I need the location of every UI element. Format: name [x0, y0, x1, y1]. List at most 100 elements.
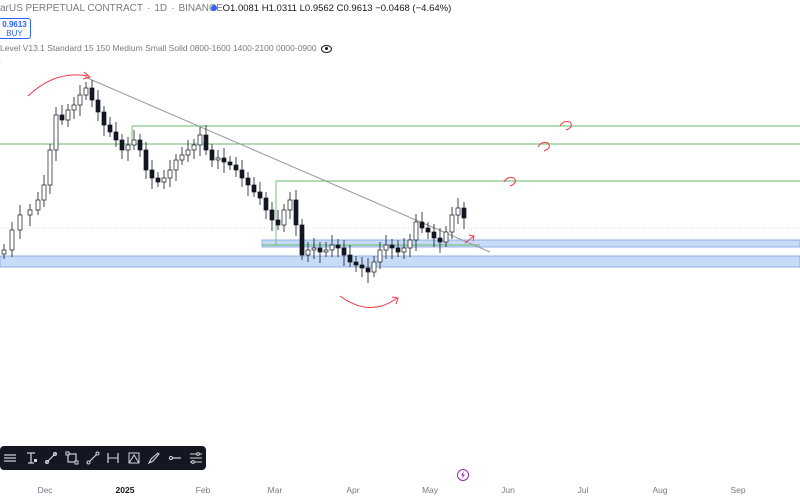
ohlc-values: O1.0081 H1.0311 L0.9562 C0.9613 −0.0468 …: [211, 3, 451, 14]
lightning-icon[interactable]: [457, 469, 469, 481]
candle-body: [257, 191, 263, 199]
collapse-arrow-icon[interactable]: ›: [0, 57, 1, 66]
candle-body: [27, 209, 33, 216]
pen-icon[interactable]: [144, 446, 165, 470]
candle-body: [359, 264, 365, 269]
candle-body: [9, 229, 15, 251]
settings-lines-icon[interactable]: [185, 446, 206, 470]
candle-body: [365, 267, 371, 273]
change-value: −0.0468 (−4.64%): [375, 3, 452, 14]
candle-body: [263, 197, 269, 211]
timeframe[interactable]: 1D: [154, 3, 168, 14]
candle-body: [437, 237, 443, 243]
annotation-arrowhead-mid: [468, 234, 475, 242]
candle-body: [239, 169, 245, 179]
indicator-label: Level V13.1 Standard 15 150 Medium Small…: [0, 43, 317, 53]
candle-body: [209, 149, 215, 161]
annotation-arrow-mid: [464, 235, 475, 244]
text-cursor-icon[interactable]: [21, 446, 42, 470]
candle-body: [449, 214, 455, 233]
low-label: L: [299, 3, 305, 14]
candle-body: [311, 247, 317, 251]
candle-body: [275, 219, 281, 226]
x-label-apr: Apr: [346, 485, 360, 495]
candle-body: [389, 244, 395, 249]
candle-body: [131, 139, 137, 146]
candle-body: [53, 114, 59, 151]
annotation-curl-3: [503, 177, 516, 187]
annotation-arrowhead-bottom: [391, 296, 399, 305]
close-label: C: [336, 3, 344, 14]
demand-zone-lower: [0, 255, 800, 268]
candle-body: [179, 154, 185, 161]
candle-body: [227, 161, 233, 166]
horizontal-lines-icon[interactable]: [0, 446, 21, 470]
candle-body: [113, 131, 119, 141]
candle-body: [401, 247, 407, 253]
open-label: O: [222, 3, 231, 14]
long-position-icon[interactable]: [165, 446, 186, 470]
candle-body: [461, 207, 467, 219]
exchange: BINANCE: [178, 3, 223, 14]
candle-body: [407, 239, 413, 249]
candle-body: [191, 144, 197, 151]
candle-body: [431, 231, 437, 239]
buy-button[interactable]: 0.9613 BUY: [0, 18, 31, 39]
brush-icon[interactable]: [41, 446, 62, 470]
price-chart[interactable]: [0, 0, 800, 485]
annotation-curl-2: [537, 142, 550, 152]
trend-line-icon[interactable]: [82, 446, 103, 470]
candle-body: [149, 169, 155, 179]
buy-price: 0.9613: [2, 20, 27, 29]
candle-body: [281, 209, 287, 226]
candle-body: [185, 149, 191, 156]
candle-body: [323, 249, 329, 253]
candle-body: [83, 87, 89, 96]
rectangle-icon[interactable]: [62, 446, 83, 470]
triangle-pattern-icon[interactable]: [124, 446, 145, 470]
candle-body: [167, 169, 173, 179]
candle-body: [293, 199, 299, 226]
candle-body: [17, 214, 23, 231]
x-label-sep: Sep: [730, 485, 746, 495]
candle-body: [137, 139, 143, 151]
candle-body: [143, 149, 149, 171]
candle-body: [35, 199, 41, 211]
candle-body: [383, 244, 389, 251]
annotation-arc-top: [27, 74, 89, 97]
candle-body: [347, 254, 353, 263]
open-value: 1.0081: [230, 3, 260, 14]
annotation-arrowhead-top: [82, 71, 92, 80]
candle-body: [353, 261, 359, 266]
drawing-toolbar: [0, 446, 206, 470]
date-range-icon[interactable]: [103, 446, 124, 470]
candle-body: [317, 247, 323, 253]
candle-body: [59, 114, 65, 121]
candle-body: [233, 164, 239, 171]
high-label: H: [261, 3, 269, 14]
candle-body: [77, 94, 83, 106]
candle-body: [299, 224, 305, 256]
time-axis[interactable]: Dec 2025 Feb Mar Apr May Jun Jul Aug Sep: [0, 485, 800, 499]
market-status-icon: [211, 5, 217, 12]
candle-body: [71, 104, 77, 111]
x-label-jun: Jun: [501, 485, 515, 495]
candle-body: [371, 261, 377, 273]
candle-body: [221, 157, 227, 163]
candle-body: [65, 109, 71, 121]
candles-group: [1, 80, 467, 283]
x-label-dec: Dec: [37, 485, 53, 495]
buy-label: BUY: [6, 29, 23, 38]
candle-body: [197, 134, 203, 146]
eye-icon[interactable]: [320, 44, 332, 53]
indicator-legend[interactable]: Level V13.1 Standard 15 150 Medium Small…: [0, 43, 332, 53]
demand-zone-upper: [261, 239, 800, 248]
candle-body: [443, 231, 449, 243]
x-label-mar: Mar: [267, 485, 283, 495]
candle-body: [161, 177, 167, 183]
close-value: 0.9613: [343, 3, 373, 14]
candle-body: [203, 134, 209, 151]
symbol-title[interactable]: arUS PERPETUAL CONTRACT: [0, 3, 143, 14]
high-value: 1.0311: [268, 3, 297, 14]
x-label-2025: 2025: [115, 485, 135, 495]
